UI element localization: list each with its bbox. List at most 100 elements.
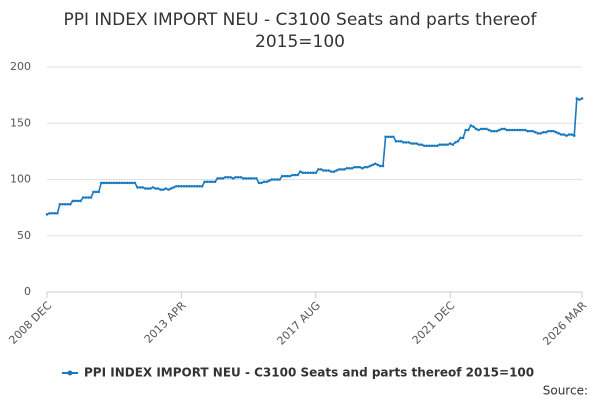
data-point: [149, 187, 152, 190]
data-point: [368, 164, 372, 168]
y-tick-label: 200: [10, 60, 31, 73]
data-point: [296, 173, 300, 177]
data-point: [224, 175, 227, 179]
data-point: [472, 125, 475, 128]
data-point: [560, 133, 563, 136]
data-point: [430, 144, 434, 148]
data-point: [167, 188, 170, 191]
data-point: [329, 170, 333, 173]
data-point: [353, 165, 356, 169]
data-point: [508, 128, 511, 132]
data-point: [213, 180, 217, 184]
data-point: [487, 128, 491, 132]
data-point: [203, 180, 206, 184]
data-point: [392, 135, 395, 139]
data-point: [130, 181, 134, 185]
data-point: [97, 190, 100, 194]
data-point: [366, 165, 369, 169]
data-point: [549, 129, 553, 133]
data-point: [350, 166, 354, 170]
data-point: [412, 142, 416, 145]
data-point: [48, 211, 51, 215]
data-point: [151, 186, 155, 189]
data-point: [335, 169, 338, 172]
data-point: [141, 186, 144, 189]
data-point: [120, 181, 124, 185]
data-point: [50, 211, 54, 215]
data-point: [257, 181, 261, 185]
data-point: [578, 98, 581, 101]
data-point: [74, 199, 77, 203]
data-point: [337, 168, 341, 171]
x-tick-label: 2021 DEC: [410, 299, 458, 347]
data-point: [164, 187, 168, 190]
data-point: [407, 141, 411, 144]
data-point: [435, 144, 439, 148]
data-point: [125, 181, 129, 185]
chart-title: PPI INDEX IMPORT NEU - C3100 Seats and p…: [63, 10, 537, 30]
data-point: [539, 132, 542, 135]
data-point: [466, 128, 470, 132]
data-point: [348, 166, 351, 170]
data-point: [572, 134, 576, 137]
data-point: [469, 124, 473, 127]
data-point: [298, 170, 302, 173]
data-point: [68, 202, 72, 206]
data-point: [404, 141, 408, 144]
data-point: [71, 199, 75, 203]
data-point: [182, 184, 186, 188]
data-point: [319, 168, 323, 171]
data-point: [479, 127, 483, 131]
data-point: [461, 136, 465, 140]
data-point: [386, 135, 390, 139]
data-point: [265, 180, 268, 184]
data-point: [115, 181, 119, 185]
data-point: [87, 196, 90, 199]
data-point: [518, 128, 522, 132]
data-point: [309, 171, 312, 175]
data-point: [490, 129, 493, 133]
data-point: [438, 143, 442, 146]
data-point: [260, 181, 263, 185]
y-tick-label: 0: [24, 285, 31, 298]
data-point: [306, 171, 310, 175]
data-point: [425, 144, 429, 148]
data-point: [112, 181, 116, 185]
data-point: [397, 139, 400, 143]
data-point: [402, 141, 405, 144]
data-point: [159, 188, 163, 191]
data-point: [332, 170, 336, 173]
data-point: [526, 129, 530, 133]
data-point: [570, 133, 573, 136]
data-point: [371, 163, 374, 167]
data-point: [226, 175, 230, 179]
data-point: [322, 169, 325, 172]
data-point: [492, 129, 496, 133]
data-point: [415, 142, 418, 145]
data-point: [288, 174, 292, 178]
data-point: [311, 171, 315, 175]
data-point: [231, 177, 235, 180]
data-point: [394, 139, 398, 143]
source: Source:: [543, 384, 588, 398]
data-point: [63, 202, 67, 206]
data-point: [180, 184, 183, 188]
legend-label: PPI INDEX IMPORT NEU - C3100 Seats and p…: [84, 366, 534, 380]
data-point: [105, 181, 108, 185]
data-point: [505, 128, 509, 132]
y-tick-label: 100: [10, 173, 31, 186]
data-point: [565, 134, 568, 137]
data-point: [221, 177, 225, 180]
data-point: [110, 181, 113, 185]
data-point: [143, 187, 147, 190]
data-point: [314, 171, 318, 175]
data-point: [516, 128, 519, 132]
data-point: [536, 132, 540, 135]
data-point: [107, 181, 111, 185]
data-point: [293, 173, 297, 177]
data-point: [198, 184, 201, 188]
data-point: [187, 184, 191, 188]
data-point: [205, 180, 209, 184]
data-point: [249, 177, 253, 180]
data-point: [177, 184, 181, 188]
